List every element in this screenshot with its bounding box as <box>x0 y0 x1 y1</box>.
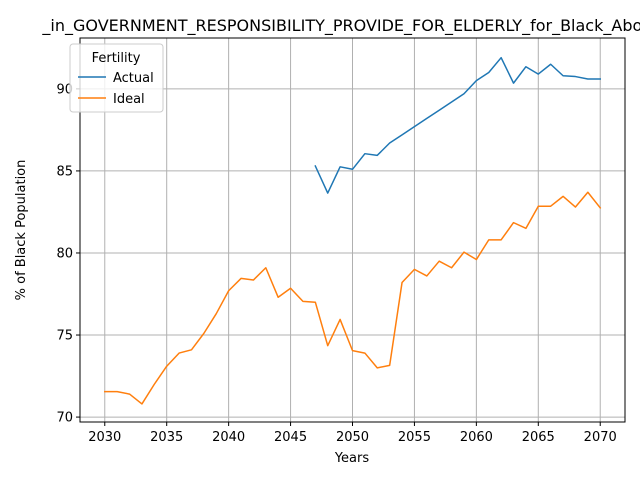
x-tick-label: 2055 <box>398 430 431 445</box>
y-tick-label: 85 <box>56 164 73 179</box>
x-axis-label: Years <box>334 451 370 466</box>
x-tick-label: 2050 <box>336 430 369 445</box>
legend-label-ideal: Ideal <box>113 92 145 107</box>
y-tick-label: 75 <box>56 329 73 344</box>
legend-label-actual: Actual <box>113 71 154 86</box>
x-tick-label: 2045 <box>274 430 307 445</box>
x-tick-label: 2035 <box>150 430 183 445</box>
legend-title: Fertility <box>92 51 141 66</box>
y-tick-label: 70 <box>56 411 73 426</box>
x-tick-label: 2070 <box>584 430 617 445</box>
y-axis-label: % of Black Population <box>14 160 29 301</box>
x-axis-ticks: 2030 2035 2040 2045 2050 2055 2060 2065 2070 <box>88 422 617 445</box>
series-line-actual <box>315 58 600 193</box>
chart-title: _in_GOVERNMENT_RESPONSIBILITY_PROVIDE_FO… <box>41 16 640 36</box>
x-tick-label: 2065 <box>522 430 555 445</box>
x-tick-label: 2040 <box>212 430 245 445</box>
x-tick-label: 2060 <box>460 430 493 445</box>
legend: Fertility Actual Ideal <box>70 44 163 112</box>
x-tick-label: 2030 <box>88 430 121 445</box>
y-tick-label: 80 <box>56 246 73 261</box>
